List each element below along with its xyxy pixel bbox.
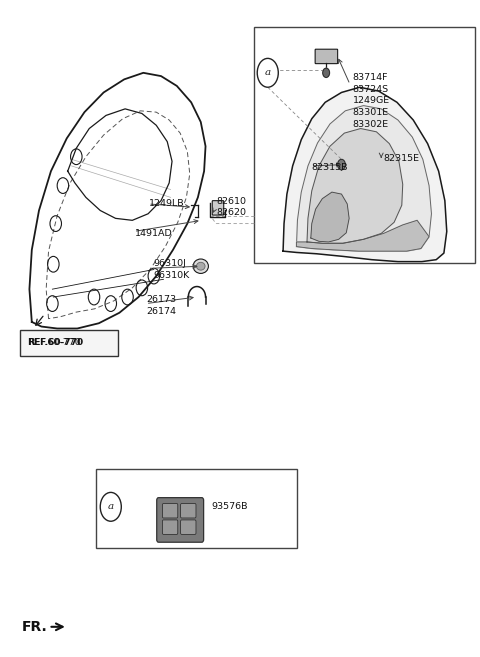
Text: 83301E
83302E: 83301E 83302E	[352, 108, 389, 129]
FancyBboxPatch shape	[157, 497, 204, 542]
Text: REF.60-770: REF.60-770	[28, 338, 81, 348]
Text: 1491AD: 1491AD	[135, 229, 172, 238]
Circle shape	[337, 160, 345, 170]
Text: 26173
26174: 26173 26174	[147, 296, 177, 316]
Text: a: a	[108, 503, 114, 511]
Text: 82315E: 82315E	[384, 154, 420, 162]
Polygon shape	[297, 106, 432, 251]
FancyBboxPatch shape	[180, 520, 196, 534]
Bar	[96, 470, 298, 548]
FancyBboxPatch shape	[212, 200, 224, 215]
Ellipse shape	[196, 262, 205, 270]
Circle shape	[323, 68, 329, 78]
Text: 93576B: 93576B	[211, 503, 248, 511]
Text: 83714F
83724S
1249GE: 83714F 83724S 1249GE	[352, 73, 390, 105]
FancyBboxPatch shape	[180, 503, 196, 518]
FancyBboxPatch shape	[162, 520, 178, 534]
Ellipse shape	[193, 259, 208, 273]
Circle shape	[100, 492, 121, 521]
Bar	[20, 330, 118, 356]
Text: a: a	[264, 68, 271, 78]
Text: 96310J
96310K: 96310J 96310K	[154, 260, 190, 280]
Text: 82610
82620: 82610 82620	[216, 197, 246, 217]
Text: REF.60-770: REF.60-770	[27, 338, 83, 348]
Polygon shape	[311, 192, 349, 242]
Polygon shape	[283, 87, 447, 261]
Bar	[254, 27, 475, 263]
FancyBboxPatch shape	[315, 49, 337, 64]
Text: FR.: FR.	[22, 620, 48, 634]
Circle shape	[257, 58, 278, 87]
Polygon shape	[297, 220, 429, 251]
Polygon shape	[307, 129, 403, 243]
Text: 82315B: 82315B	[312, 164, 348, 172]
FancyBboxPatch shape	[162, 503, 178, 518]
Text: 1249LB: 1249LB	[149, 200, 185, 208]
